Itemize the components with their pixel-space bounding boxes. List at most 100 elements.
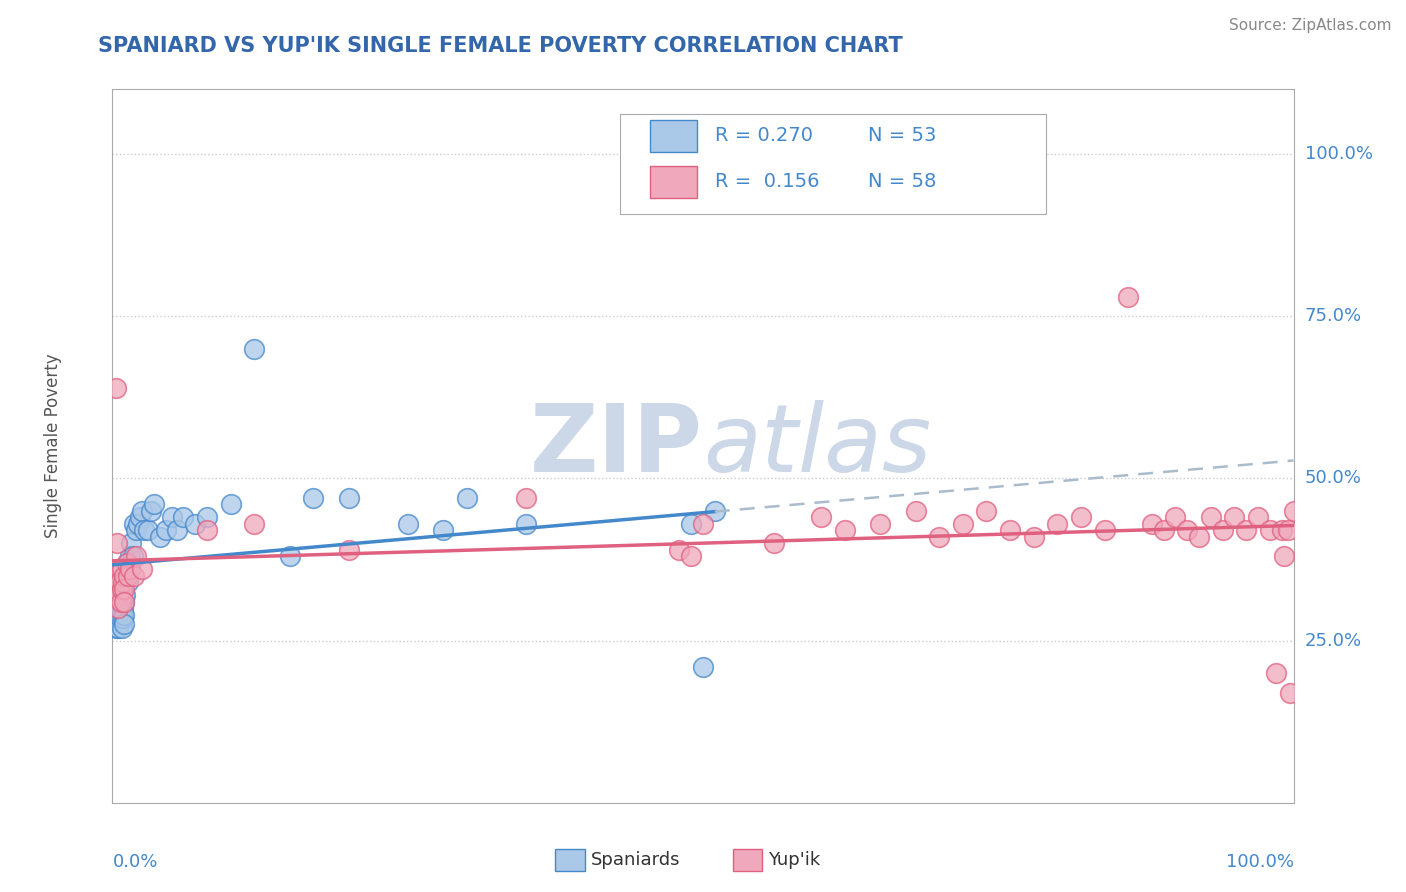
Point [108,601,131,615]
Point [107,621,129,635]
Point [1264,666,1286,681]
Point [149,530,172,544]
Text: R = 0.270: R = 0.270 [714,126,813,145]
Point [1247,510,1270,524]
Point [136,524,159,538]
Point [111,604,134,618]
Point [110,595,132,609]
Point [142,497,165,511]
Point [112,595,135,609]
Point [1175,524,1198,538]
Point [122,516,145,531]
Point [976,504,998,518]
Point [114,588,136,602]
Text: Yup'ik: Yup'ik [768,851,820,869]
Point [703,504,725,518]
Point [1271,524,1294,538]
Text: Source: ZipAtlas.com: Source: ZipAtlas.com [1229,18,1392,33]
Point [105,607,128,622]
Point [998,524,1021,538]
Point [111,582,134,596]
Point [128,510,150,524]
Point [1199,510,1222,524]
Point [115,556,138,570]
Point [134,524,156,538]
Point [869,516,891,531]
Point [432,524,454,538]
Point [456,491,478,505]
Point [302,491,325,505]
Text: R =  0.156: R = 0.156 [714,172,820,192]
Point [515,491,537,505]
Point [834,524,856,538]
Point [117,562,139,576]
Point [1212,524,1234,538]
Point [131,562,153,576]
Text: 100.0%: 100.0% [1305,145,1372,163]
Point [1282,504,1305,518]
Point [396,516,419,531]
FancyBboxPatch shape [555,849,585,871]
Point [1140,516,1163,531]
Point [278,549,301,564]
Text: 50.0%: 50.0% [1305,469,1361,487]
Point [681,549,703,564]
Point [112,607,135,622]
Point [337,491,360,505]
Text: ZIP: ZIP [530,400,703,492]
FancyBboxPatch shape [650,120,697,152]
Point [141,504,163,518]
Text: 25.0%: 25.0% [1305,632,1362,649]
Point [107,607,129,622]
Point [952,516,974,531]
Point [904,504,927,518]
Text: 100.0%: 100.0% [1226,853,1294,871]
Point [112,575,135,590]
Point [1164,510,1187,524]
Point [120,562,142,576]
Point [681,516,703,531]
Point [117,568,139,582]
Point [125,549,148,564]
Point [108,562,131,576]
Point [112,611,135,625]
Point [120,536,142,550]
Point [105,621,128,635]
Text: SPANIARD VS YUP'IK SINGLE FEMALE POVERTY CORRELATION CHART: SPANIARD VS YUP'IK SINGLE FEMALE POVERTY… [98,36,903,55]
Point [105,536,128,550]
Point [1070,510,1092,524]
Point [243,342,266,356]
Point [108,575,131,590]
Point [131,504,153,518]
Text: 75.0%: 75.0% [1305,307,1362,326]
Point [112,617,135,632]
Point [120,562,142,576]
Point [111,562,134,576]
Point [928,530,950,544]
Point [1234,524,1257,538]
Point [337,542,360,557]
Point [110,595,132,609]
Point [692,659,714,673]
Point [762,536,785,550]
Point [1094,524,1116,538]
Point [160,510,183,524]
Point [107,588,129,602]
Point [105,562,128,576]
Point [112,601,135,615]
Point [111,621,134,635]
Point [117,575,139,590]
Point [1188,530,1211,544]
Point [112,582,135,596]
Point [172,510,194,524]
Point [810,510,832,524]
Point [1277,524,1299,538]
FancyBboxPatch shape [650,166,697,198]
Point [105,614,128,628]
Point [127,516,149,531]
Text: Spaniards: Spaniards [591,851,681,869]
Point [195,510,218,524]
Point [107,595,129,609]
Text: Single Female Poverty: Single Female Poverty [45,354,62,538]
Point [668,542,690,557]
